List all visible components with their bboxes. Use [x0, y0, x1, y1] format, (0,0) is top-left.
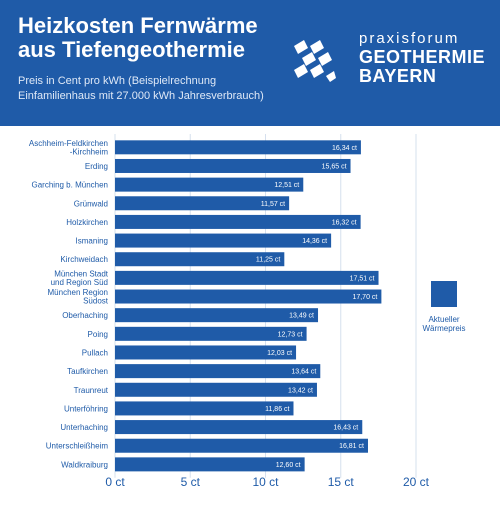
bar	[115, 364, 321, 379]
bar	[115, 308, 319, 323]
bar	[115, 345, 297, 360]
category-label: Unterföhring	[64, 404, 108, 413]
data-label: 12,73 ct	[278, 331, 303, 338]
bar	[115, 196, 290, 211]
category-label: Aschheim-Feldkirchen -Kirchheim	[29, 139, 108, 157]
page-title: Heizkosten Fernwärme aus Tiefengeothermi…	[18, 14, 288, 62]
x-tick-label: 15 ct	[328, 475, 355, 489]
category-label: Grünwald	[74, 199, 108, 208]
data-label: 17,70 ct	[352, 294, 377, 301]
category-label: Holzkirchen	[66, 218, 108, 227]
category-label: Unterhaching	[60, 423, 108, 432]
category-label: Pullach	[82, 348, 108, 357]
bar	[115, 270, 379, 285]
category-label: Waldkraiburg	[61, 460, 108, 469]
x-tick-label: 0 ct	[105, 475, 125, 489]
category-label: Unterschleißheim	[46, 442, 109, 451]
data-label: 16,34 ct	[332, 145, 357, 152]
subtitle-line-1: Preis in Cent pro kWh (Beispielrechnung	[18, 75, 217, 87]
category-label: Taufkirchen	[67, 367, 108, 376]
data-label: 16,43 ct	[333, 425, 358, 432]
category-label: Oberhaching	[62, 311, 108, 320]
data-label: 13,42 ct	[288, 387, 313, 394]
title-line-1: Heizkosten Fernwärme	[18, 13, 258, 38]
category-label: Kirchweidach	[60, 255, 108, 264]
data-label: 15,65 ct	[322, 163, 347, 170]
category-label: Ismaning	[76, 237, 108, 246]
data-label: 17,51 ct	[350, 275, 375, 282]
data-label: 11,25 ct	[256, 257, 280, 264]
data-label: 16,32 ct	[332, 219, 357, 226]
x-tick-label: 5 ct	[181, 475, 201, 489]
bar	[115, 438, 368, 453]
bar	[115, 382, 317, 397]
header-banner: Heizkosten Fernwärme aus Tiefengeothermi…	[0, 0, 500, 122]
x-tick-label: 20 ct	[403, 475, 430, 489]
bar	[115, 420, 363, 435]
subtitle-line-2: Einfamilienhaus mit 27.000 kWh Jahresver…	[18, 90, 264, 102]
page-subtitle: Preis in Cent pro kWh (Beispielrechnung …	[18, 74, 318, 104]
category-label: München Region Südost	[48, 288, 109, 306]
brand-line-1: praxisforum	[359, 30, 460, 47]
chart-panel: 16,34 ct Aschheim-Feldkirchen -Kirchheim 15…	[0, 122, 500, 504]
data-label: 11,57 ct	[261, 201, 285, 208]
category-label: Traunreut	[74, 386, 109, 395]
bar	[115, 158, 351, 173]
bar	[115, 140, 361, 155]
category-label: Poing	[88, 330, 108, 339]
data-label: 14,36 ct	[302, 238, 327, 245]
brand-line-2: GEOTHERMIE	[359, 47, 486, 67]
data-label: 12,60 ct	[276, 462, 301, 469]
bar	[115, 252, 285, 267]
data-label: 16,81 ct	[339, 443, 364, 450]
bar	[115, 177, 304, 192]
x-tick-label: 10 ct	[252, 475, 279, 489]
bar	[115, 233, 332, 248]
brand-line-3: BAYERN	[359, 66, 437, 86]
category-label: München Stadt und Region Süd	[51, 269, 109, 287]
category-label: Garching b. München	[32, 181, 109, 190]
bavarian-diamond-flag-icon	[294, 40, 336, 82]
data-label: 11,86 ct	[265, 406, 289, 413]
brand-wordmark: praxisforum GEOTHERMIE BAYERN	[359, 30, 485, 86]
bar	[115, 214, 361, 229]
bar	[115, 457, 305, 472]
legend-label-line-2: Wärmepreis	[422, 324, 465, 333]
bar-chart: 16,34 ct Aschheim-Feldkirchen -Kirchheim 15…	[29, 134, 466, 489]
data-label: 12,03 ct	[267, 350, 292, 357]
title-line-2: aus Tiefengeothermie	[18, 37, 245, 62]
bar	[115, 289, 382, 304]
data-label: 13,49 ct	[289, 313, 314, 320]
bar	[115, 326, 307, 341]
bar	[115, 401, 294, 416]
legend-label-line-1: Aktueller	[428, 315, 459, 324]
data-label: 12,51 ct	[274, 182, 299, 189]
category-label: Erding	[85, 162, 108, 171]
data-label: 13,64 ct	[291, 369, 316, 376]
legend-swatch	[431, 281, 457, 307]
